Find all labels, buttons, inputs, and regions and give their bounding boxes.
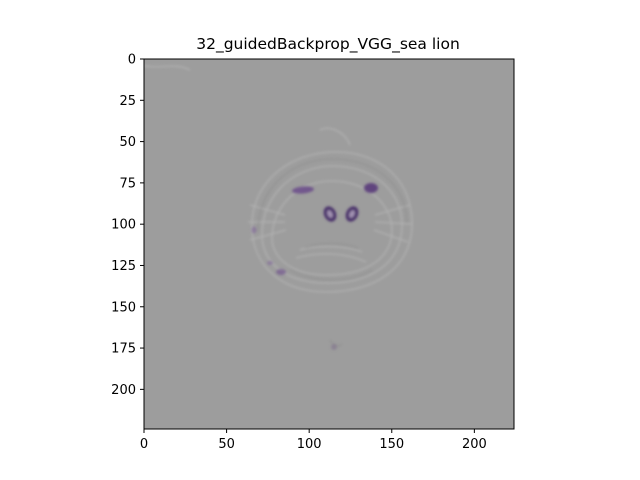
axes-frame bbox=[143, 58, 515, 430]
highlights bbox=[251, 183, 378, 350]
y-tick-label: 125 bbox=[111, 259, 136, 274]
y-tick-label: 150 bbox=[111, 300, 136, 315]
y-tick-label: 0 bbox=[128, 53, 136, 68]
y-tick-label: 175 bbox=[111, 342, 136, 357]
x-axis: 0 50 100 150 200 bbox=[140, 429, 487, 452]
saliency-image bbox=[144, 59, 514, 429]
y-tick-label: 100 bbox=[111, 218, 136, 233]
left-eye-highlight bbox=[292, 186, 314, 194]
x-tick-label: 0 bbox=[140, 437, 148, 452]
plot-title: 32_guidedBackprop_VGG_sea lion bbox=[196, 35, 460, 54]
x-tick-label: 100 bbox=[297, 437, 322, 452]
right-eye-highlight bbox=[364, 183, 378, 193]
y-axis: 0 25 50 75 100 125 150 175 200 bbox=[111, 53, 144, 398]
y-tick-label: 200 bbox=[111, 383, 136, 398]
y-tick-label: 25 bbox=[119, 94, 136, 109]
x-tick-label: 200 bbox=[462, 437, 487, 452]
x-tick-label: 150 bbox=[379, 437, 404, 452]
x-tick-label: 50 bbox=[218, 437, 235, 452]
y-tick-label: 50 bbox=[119, 135, 136, 150]
y-tick-label: 75 bbox=[119, 176, 136, 191]
face-edges-dark bbox=[257, 158, 408, 347]
